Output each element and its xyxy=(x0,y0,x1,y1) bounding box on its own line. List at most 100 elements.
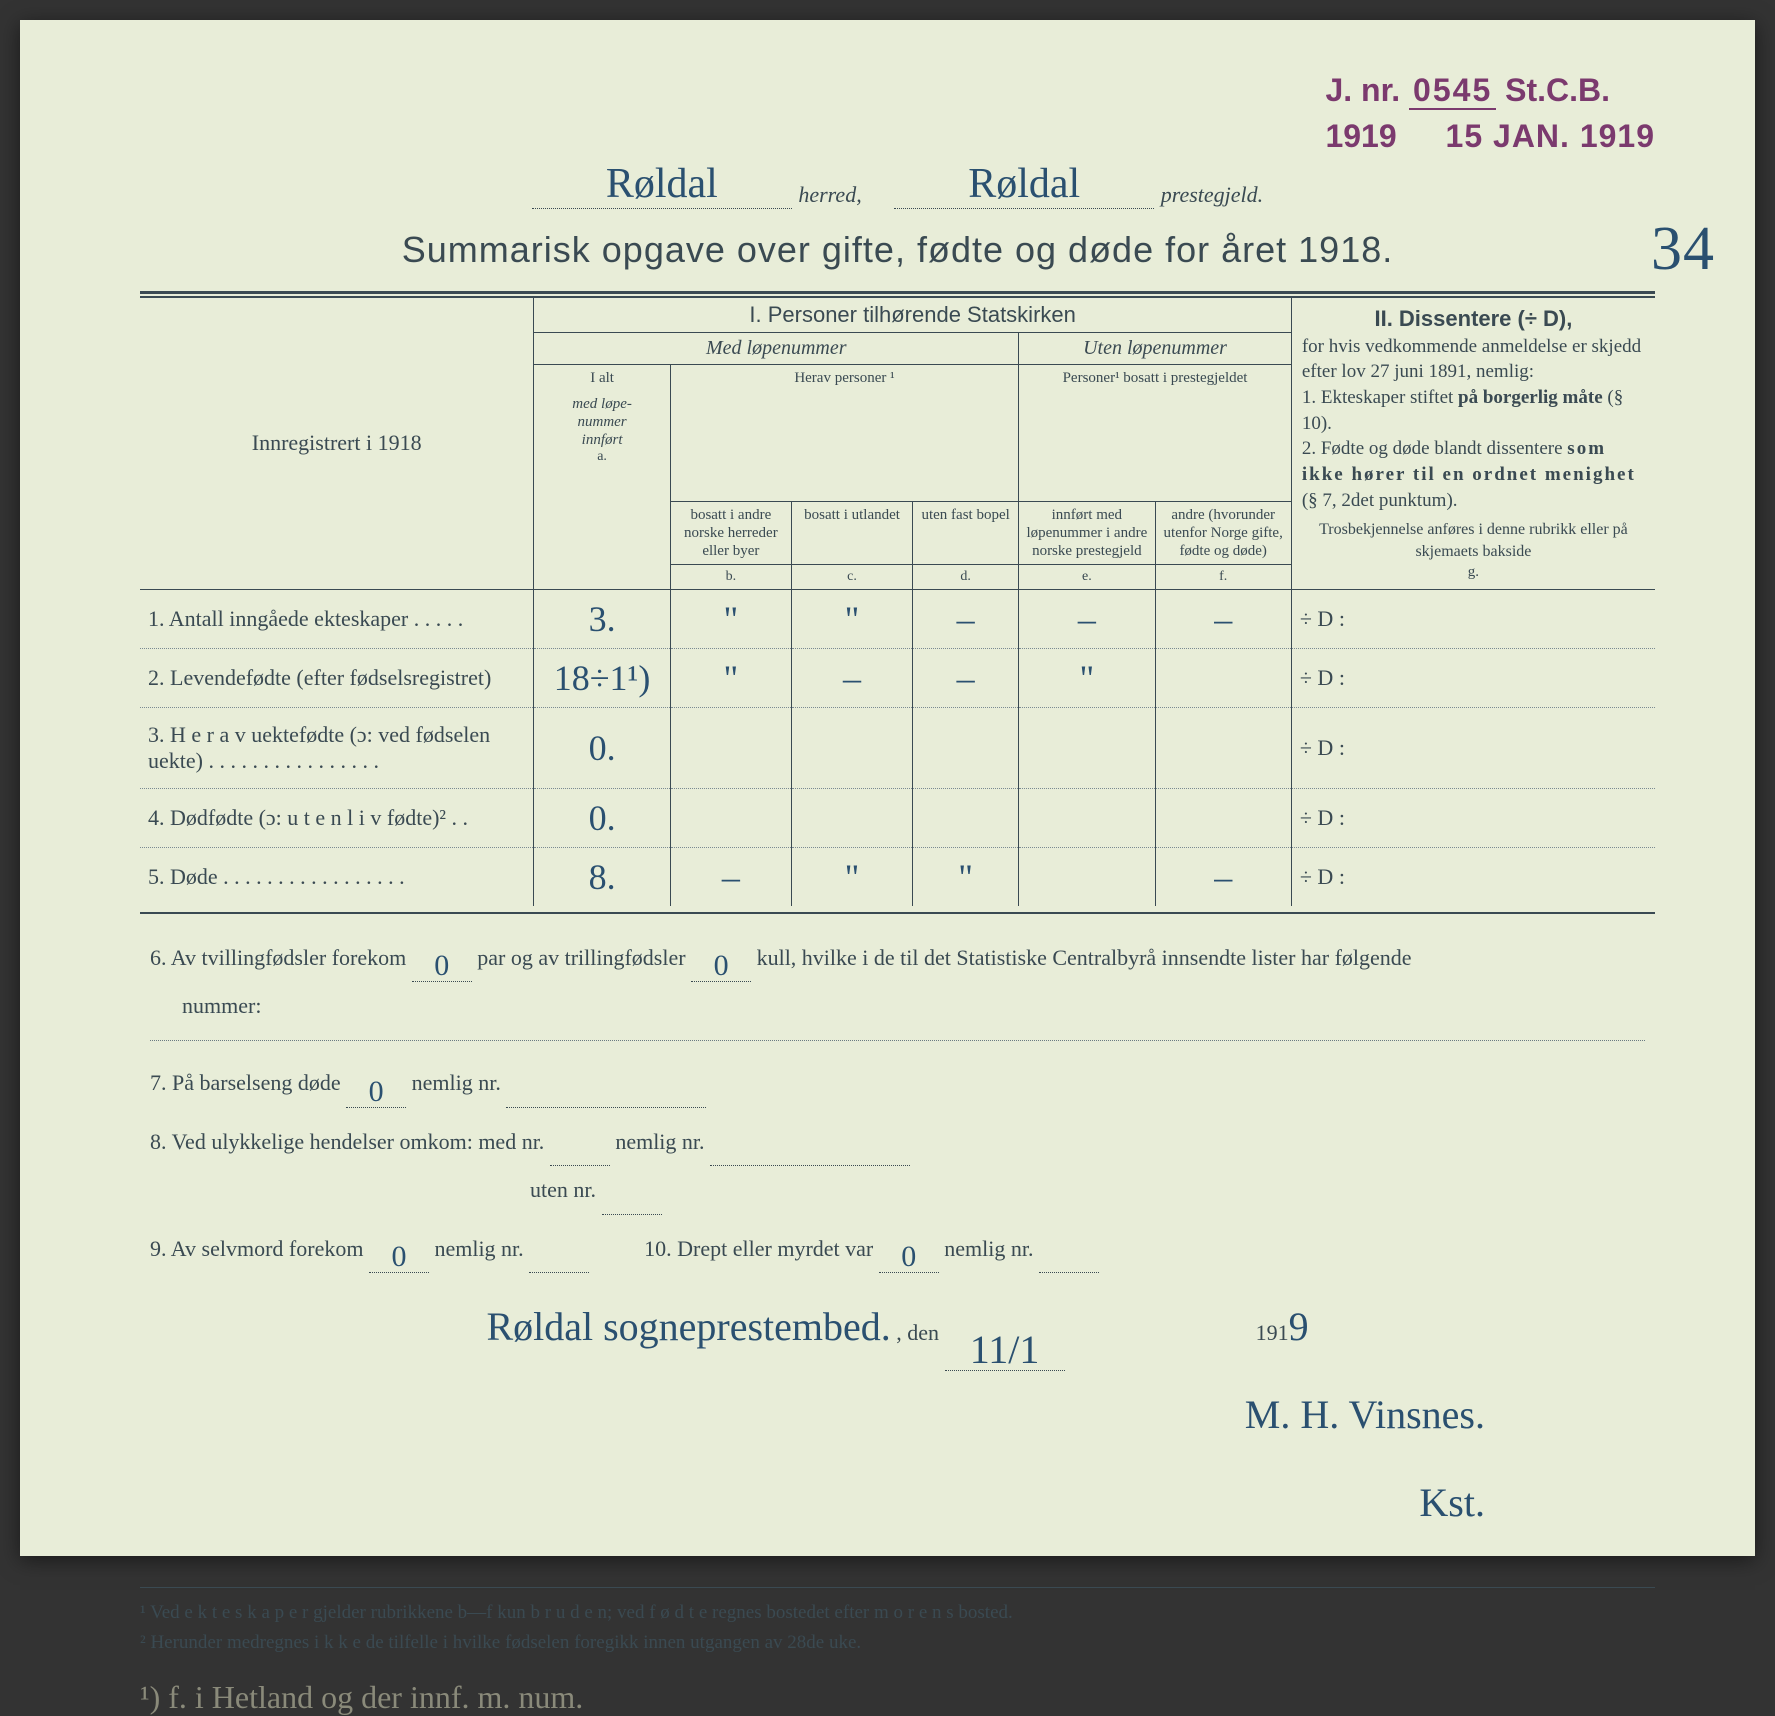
col-a-top: I alt xyxy=(540,369,663,387)
cell-f xyxy=(1155,707,1291,788)
table-row: 4. Dødfødte (ɔ: u t e n l i v fødte)² . … xyxy=(140,788,1655,847)
section2-body: for hvis vedkommende anmeldelse er skjed… xyxy=(1302,334,1645,385)
cell-b xyxy=(670,788,791,847)
footnote-1: ¹ Ved e k t e s k a p e r gjelder rubrik… xyxy=(140,1598,1655,1628)
s2-2a: 2. Fødte og døde blandt dissentere xyxy=(1302,438,1567,459)
col-b-head: bosatt i andre norske herreder eller bye… xyxy=(670,501,791,564)
cell-e xyxy=(1019,707,1155,788)
cell-a: 0. xyxy=(534,788,670,847)
dotted-line xyxy=(150,1040,1645,1041)
table-row: 3. H e r a v uektefødte (ɔ: ved fødselen… xyxy=(140,707,1655,788)
bottom-section: 6. Av tvillingfødsler forekom 0 par og a… xyxy=(140,934,1655,1547)
col-e-head: innført med løpenummer i andre norske pr… xyxy=(1019,501,1155,564)
cell-b: – xyxy=(670,847,791,906)
col-d-letter: d. xyxy=(913,564,1019,589)
prestegjeld-value: Røldal xyxy=(968,160,1080,208)
cell-e xyxy=(1019,788,1155,847)
sig-date: 11/1 xyxy=(945,1330,1065,1371)
sig-name2: Kst. xyxy=(150,1459,1485,1547)
table-row: 2. Levendefødte (efter fødselsregistret)… xyxy=(140,648,1655,707)
q10a: 10. Drept eller myrdet var xyxy=(644,1236,879,1261)
cell-e xyxy=(1019,847,1155,906)
cell-d xyxy=(913,788,1019,847)
title-text: Summarisk opgave over gifte, fødte og dø… xyxy=(402,229,1394,270)
table-row: 1. Antall inngåede ekteskaper . . . . .3… xyxy=(140,589,1655,648)
q9-val: 0 xyxy=(369,1242,429,1273)
q7-val: 0 xyxy=(346,1077,406,1108)
sig-den: , den xyxy=(896,1320,944,1345)
col-e-letter: e. xyxy=(1019,564,1155,589)
cell-a: 8. xyxy=(534,847,670,906)
signature-line: Røldal sogneprestembed. , den 11/1 1919 xyxy=(150,1283,1645,1371)
pencil-note: ¹) f. i Hetland og der innf. m. num. xyxy=(140,1679,1655,1716)
header-uten-lope: Uten løpenummer xyxy=(1019,333,1292,365)
q10-val: 0 xyxy=(879,1242,939,1273)
cell-f: – xyxy=(1155,589,1291,648)
cell-d: – xyxy=(913,589,1019,648)
main-table: Innregistrert i 1918 I. Personer tilhøre… xyxy=(140,297,1655,906)
s2-foot: Trosbekjennelse anføres i denne rubrikk … xyxy=(1302,519,1645,562)
cell-dissenter: ÷ D : xyxy=(1291,847,1655,906)
footnote-2: ² Herunder medregnes i k k e de tilfelle… xyxy=(140,1628,1655,1658)
signature-block: M. H. Vinsnes. Kst. xyxy=(150,1371,1645,1547)
q7b: nemlig nr. xyxy=(412,1070,507,1095)
cell-b: " xyxy=(670,589,791,648)
cell-dissenter: ÷ D : xyxy=(1291,589,1655,648)
stamp-date: 15 JAN. 1919 xyxy=(1446,116,1655,158)
sig-place: Røldal sogneprestembed. xyxy=(486,1304,890,1349)
q6a: 6. Av tvillingfødsler forekom xyxy=(150,945,412,970)
cell-a: 18÷1¹) xyxy=(534,648,670,707)
row-label: 1. Antall inngåede ekteskaper . . . . . xyxy=(140,589,534,648)
cell-f xyxy=(1155,788,1291,847)
cell-d: " xyxy=(913,847,1019,906)
cell-c: " xyxy=(791,847,912,906)
cell-dissenter: ÷ D : xyxy=(1291,788,1655,847)
cell-dissenter: ÷ D : xyxy=(1291,648,1655,707)
sig-yp: 191 xyxy=(1256,1320,1289,1345)
stamp-year: 1919 xyxy=(1325,118,1396,154)
sig-ys: 9 xyxy=(1289,1304,1309,1349)
row-label: 3. H e r a v uektefødte (ɔ: ved fødselen… xyxy=(140,707,534,788)
form-title: Summarisk opgave over gifte, fødte og dø… xyxy=(140,229,1655,271)
cell-d: – xyxy=(913,648,1019,707)
q8c: uten nr. xyxy=(530,1177,602,1202)
herred-value: Røldal xyxy=(606,160,718,208)
section2-title: II. Dissentere (÷ D), xyxy=(1302,304,1645,334)
cell-dissenter: ÷ D : xyxy=(1291,707,1655,788)
cell-f xyxy=(1155,648,1291,707)
q7: 7. På barselseng døde 0 nemlig nr. xyxy=(150,1059,1645,1107)
col-a-m1: med løpe- xyxy=(572,396,632,412)
cell-c: – xyxy=(791,648,912,707)
jnr-label: J. nr. xyxy=(1325,70,1400,112)
q10-blank xyxy=(1039,1272,1099,1273)
col-g: g. xyxy=(1302,562,1645,582)
row-label: 4. Dødfødte (ɔ: u t e n l i v fødte)² . … xyxy=(140,788,534,847)
cell-a: 0. xyxy=(534,707,670,788)
cell-c xyxy=(791,788,912,847)
q9-blank xyxy=(529,1272,589,1273)
col-f-letter: f. xyxy=(1155,564,1291,589)
q7-blank xyxy=(506,1107,706,1108)
q8: 8. Ved ulykkelige hendelser omkom: med n… xyxy=(150,1118,1645,1215)
q8-blank3 xyxy=(602,1214,662,1215)
col-a-m3: innført xyxy=(582,432,623,448)
q9b: nemlig nr. xyxy=(434,1236,529,1261)
q6c: kull, hvilke i de til det Statistiske Ce… xyxy=(757,945,1412,970)
header-line: Røldal herred, Røldal prestegjeld. xyxy=(140,160,1655,209)
q6: 6. Av tvillingfødsler forekom 0 par og a… xyxy=(150,934,1645,1031)
s2-1a: 1. Ekteskaper stiftet xyxy=(1302,387,1458,408)
journal-stamp: J. nr. 0545 St.C.B. 1919 15 JAN. 1919 xyxy=(1325,70,1655,157)
cell-e: – xyxy=(1019,589,1155,648)
q6-val1: 0 xyxy=(412,951,472,982)
prestegjeld-label: prestegjeld. xyxy=(1161,182,1263,207)
header-personer-bosatt: Personer¹ bosatt i prestegjeldet xyxy=(1019,365,1292,502)
q10b: nemlig nr. xyxy=(944,1236,1039,1261)
document-page: J. nr. 0545 St.C.B. 1919 15 JAN. 1919 Rø… xyxy=(20,20,1755,1556)
cell-e: " xyxy=(1019,648,1155,707)
table-body: 1. Antall inngåede ekteskaper . . . . . 3… xyxy=(140,589,1655,906)
header-herav: Herav personer ¹ xyxy=(670,365,1018,502)
col-c-head: bosatt i utlandet xyxy=(791,501,912,564)
cell-b: " xyxy=(670,648,791,707)
q7a: 7. På barselseng døde xyxy=(150,1070,346,1095)
table-bottom-rule xyxy=(140,912,1655,914)
